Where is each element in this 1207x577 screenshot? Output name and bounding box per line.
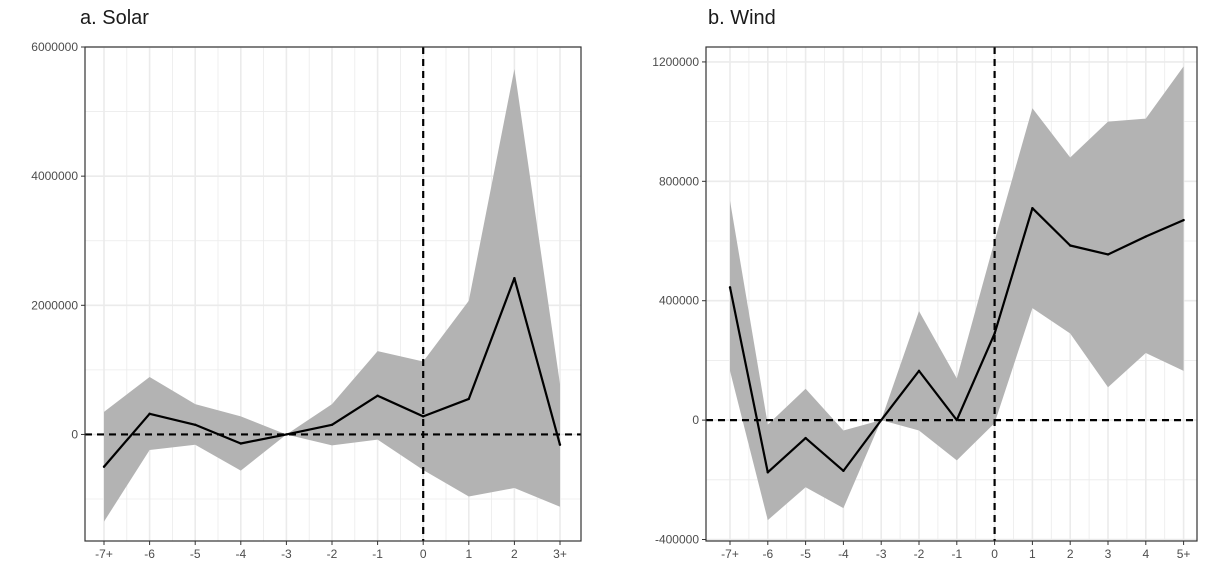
panel-b-border — [705, 46, 1198, 542]
x-tick-label: -7+ — [95, 547, 113, 561]
x-tick-label: -2 — [327, 547, 338, 561]
estimate-point — [194, 423, 197, 426]
x-tick-label: -7+ — [721, 547, 739, 561]
estimate-point — [1031, 206, 1034, 210]
x-tick-label: 0 — [991, 547, 998, 561]
estimate-point — [285, 433, 288, 436]
estimate-point — [239, 442, 242, 445]
x-tick-label: 3 — [1105, 547, 1112, 561]
estimate-point — [728, 286, 732, 289]
x-tick-label: 1 — [465, 547, 472, 561]
x-tick-label: -6 — [762, 547, 773, 561]
estimate-point — [1144, 235, 1148, 238]
estimate-point — [842, 469, 845, 473]
x-tick-label: -4 — [235, 547, 246, 561]
x-tick-label: -3 — [281, 547, 292, 561]
y-tick-label: 1200000 — [652, 55, 699, 69]
estimate-point — [993, 332, 996, 335]
panel-a-border — [84, 46, 582, 542]
x-tick-label: 1 — [1029, 547, 1036, 561]
estimate-point — [1106, 253, 1110, 256]
estimate-point — [513, 276, 516, 280]
y-tick-label: 0 — [71, 427, 78, 441]
y-tick-label: -400000 — [655, 533, 699, 547]
x-tick-label: 0 — [420, 547, 427, 561]
y-tick-label: 0 — [692, 413, 699, 427]
panel-b-plot: -400000 0 400000 800000 1200000 -7+ -6 -5 -4 -3 -2… — [652, 46, 1198, 561]
estimate-point — [766, 471, 769, 474]
x-tick-label: -6 — [144, 547, 155, 561]
x-tick-label: -4 — [838, 547, 849, 561]
x-tick-label: 5+ — [1177, 547, 1191, 561]
y-tick-label: 2000000 — [31, 298, 78, 312]
y-tick-label: 800000 — [659, 174, 699, 188]
y-tick-label: 400000 — [659, 294, 699, 308]
estimate-point — [330, 423, 334, 426]
estimate-point — [1182, 218, 1185, 222]
estimate-point — [917, 369, 921, 373]
panel-a-title: a. Solar — [80, 7, 149, 29]
estimate-point — [376, 394, 379, 397]
confidence-band — [730, 66, 1184, 521]
y-tick-label: 6000000 — [31, 40, 78, 54]
estimate-point — [148, 412, 151, 415]
x-tick-label: -3 — [876, 547, 887, 561]
x-tick-label: -5 — [190, 547, 201, 561]
x-tick-label: 4 — [1142, 547, 1149, 561]
panel-b-title: b. Wind — [708, 7, 776, 29]
x-tick-label: -1 — [951, 547, 962, 561]
estimate-point — [804, 436, 807, 440]
x-tick-label: 3+ — [553, 547, 567, 561]
estimate-point — [1069, 244, 1072, 247]
estimate-point — [955, 418, 958, 422]
x-tick-label: -2 — [914, 547, 925, 561]
estimate-point — [102, 465, 106, 468]
y-tick-label: 4000000 — [31, 169, 78, 183]
estimate-point — [558, 443, 562, 446]
x-tick-label: 2 — [511, 547, 518, 561]
estimate-point — [422, 415, 425, 418]
estimate-point — [467, 397, 470, 401]
x-tick-label: -5 — [800, 547, 811, 561]
estimate-point — [880, 418, 883, 422]
x-tick-label: 2 — [1067, 547, 1074, 561]
panel-a-plot: 0 2000000 4000000 6000000 -7+ -6 -5 -4 -3 -2 -1 0 1 2… — [31, 40, 582, 561]
x-tick-label: -1 — [372, 547, 383, 561]
